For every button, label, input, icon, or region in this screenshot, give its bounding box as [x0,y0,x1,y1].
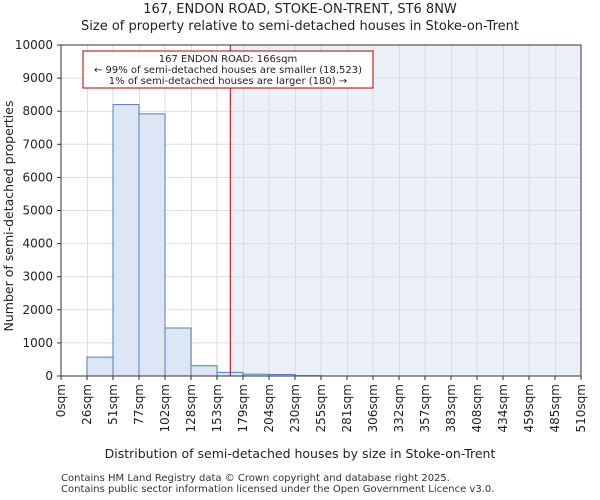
x-tick-label: 153sqm [210,384,224,432]
y-tick-label: 7000 [22,137,53,151]
histogram-bar [164,327,192,377]
y-axis-label: Number of semi-detached properties [1,101,16,332]
x-tick-label: 204sqm [262,384,276,432]
x-tick-label: 281sqm [340,384,354,432]
y-tick-label: 8000 [22,104,53,118]
footer-copyright: Contains HM Land Registry data © Crown c… [61,473,450,484]
x-tick-label: 255sqm [314,384,328,432]
annotation-box: 167 ENDON ROAD: 166sqm ← 99% of semi-det… [82,50,374,89]
histogram-bar [190,365,218,377]
y-tick-label: 3000 [22,270,53,284]
x-tick-label: 485sqm [548,384,562,432]
y-tick-label: 9000 [22,71,53,85]
x-tick-label: 179sqm [236,384,250,432]
x-tick-label: 383sqm [444,384,458,432]
y-tick-label: 0 [45,369,53,383]
x-tick-label: 408sqm [470,384,484,432]
annotation-line-2: ← 99% of semi-detached houses are smalle… [94,65,362,76]
x-tick-label: 102sqm [158,384,172,432]
y-tick-label: 1000 [22,336,53,350]
annotation-line-3: 1% of semi-detached houses are larger (1… [109,76,347,87]
chart-subtitle: Size of property relative to semi-detach… [81,19,519,34]
x-tick-label: 306sqm [366,384,380,432]
histogram-bar [86,356,114,377]
chart-title: 167, ENDON ROAD, STOKE-ON-TRENT, ST6 8NW [143,2,457,17]
x-tick-label: 510sqm [574,384,588,432]
annotation-line-1: 167 ENDON ROAD: 166sqm [159,54,297,65]
x-tick-label: 77sqm [132,384,146,425]
y-tick-label: 4000 [22,237,53,251]
footer-licence: Contains public sector information licen… [61,484,495,495]
histogram-bar [138,113,166,377]
histogram-chart: 0 1000 2000 3000 4000 5000 6000 7000 8000 9000 100… [1,38,588,461]
x-tick-label: 459sqm [522,384,536,432]
x-tick-label: 434sqm [496,384,510,432]
y-tick-label: 10000 [15,38,53,52]
x-tick-label: 332sqm [392,384,406,432]
x-tick-label: 128sqm [184,384,198,432]
x-tick-label: 26sqm [80,384,94,425]
y-tick-label: 2000 [22,303,53,317]
x-tick-label: 0sqm [54,384,68,417]
histogram-bar [112,104,140,377]
x-tick-label: 357sqm [418,384,432,432]
annotation-border [82,50,374,89]
x-tick-label: 51sqm [106,384,120,425]
y-tick-label: 6000 [22,170,53,184]
x-axis-label: Distribution of semi-detached houses by … [105,446,496,461]
y-tick-label: 5000 [22,204,53,218]
x-tick-label: 230sqm [288,384,302,432]
